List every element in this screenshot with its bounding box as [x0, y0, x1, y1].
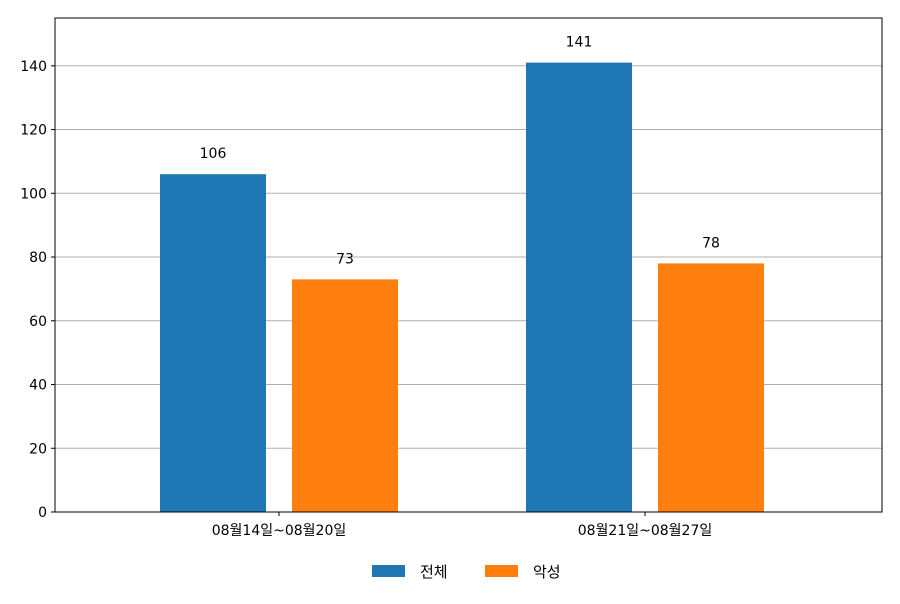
y-tick-label: 120: [20, 123, 47, 139]
bar-value-label: 78: [702, 235, 720, 251]
legend-label-malicious: 악성: [533, 563, 561, 581]
plot-frame: [54, 17, 883, 513]
bar-value-label: 106: [200, 146, 227, 162]
bar-malicious-1: [292, 279, 398, 512]
y-tick-label: 20: [29, 441, 47, 457]
x-tick-label: 08월14일~08월20일: [212, 523, 347, 539]
x-axis: 08월14일~08월20일 08월21일~08월27일: [212, 512, 713, 539]
bar-value-label: 141: [566, 35, 593, 51]
bars: [160, 62, 764, 513]
bar-total-1: [160, 174, 266, 513]
y-tick-label: 140: [20, 59, 47, 75]
y-axis: 0 20 40 60 80 100 120 140: [20, 59, 55, 521]
legend-label-total: 전체: [420, 563, 448, 581]
y-tick-label: 40: [29, 378, 47, 394]
y-tick-label: 80: [29, 250, 47, 266]
data-labels: 106 73 141 78: [200, 35, 720, 268]
y-tick-label: 60: [29, 314, 47, 330]
y-tick-label: 100: [20, 186, 47, 202]
legend-swatch-malicious: [485, 565, 518, 577]
bar-value-label: 73: [336, 251, 354, 267]
legend: 전체 악성: [372, 563, 561, 581]
x-tick-label: 08월21일~08월27일: [578, 523, 713, 539]
legend-swatch-total: [372, 565, 405, 577]
bar-total-2: [526, 62, 632, 512]
bar-malicious-2: [658, 263, 764, 512]
y-tick-label: 0: [38, 505, 47, 521]
